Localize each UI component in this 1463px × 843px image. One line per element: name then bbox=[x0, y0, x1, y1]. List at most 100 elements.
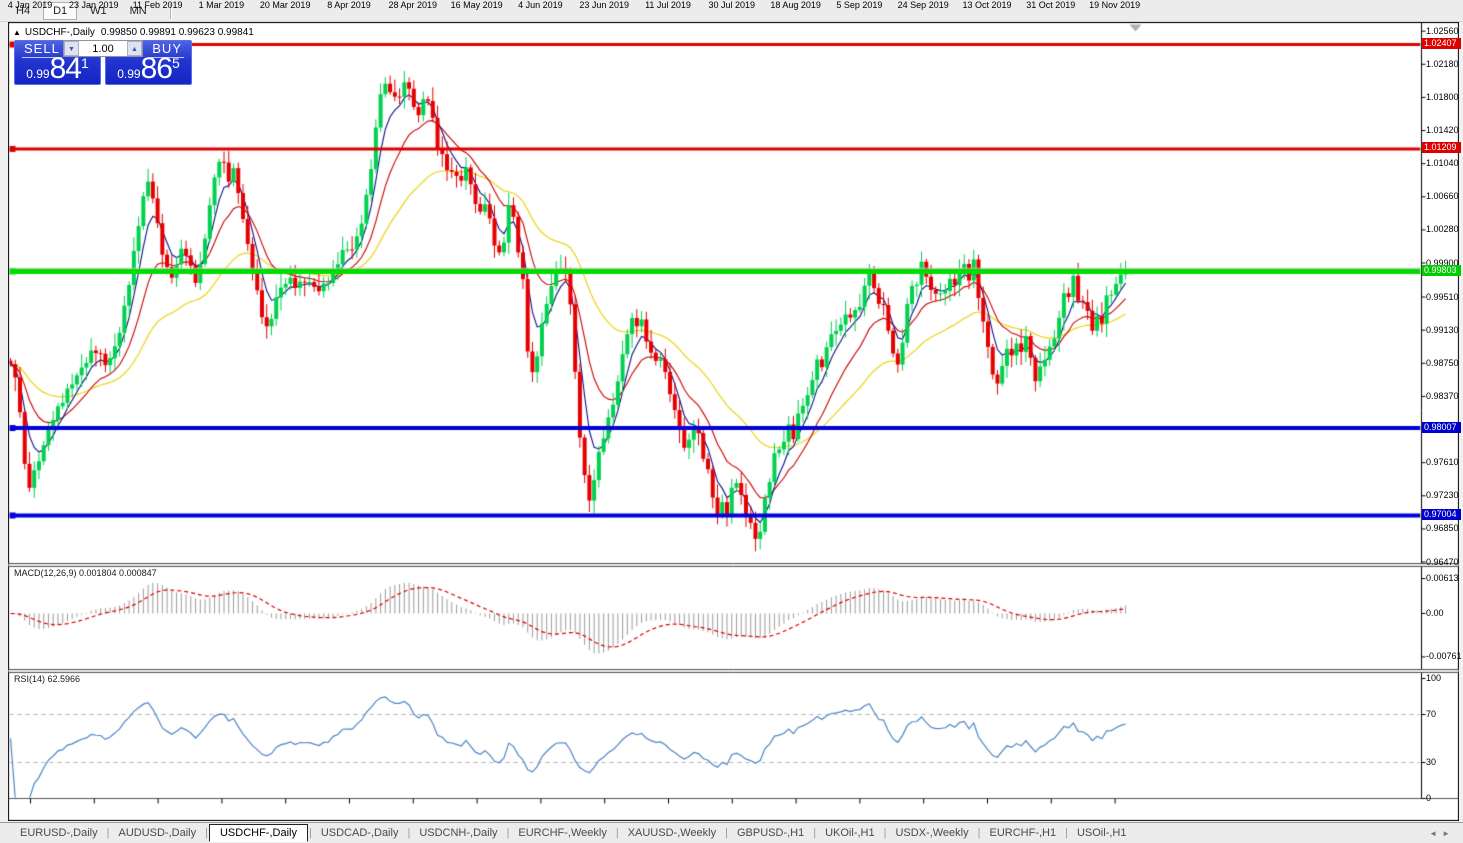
price-axis-tick: 0.96850 bbox=[1426, 523, 1459, 534]
buy-price-small: 0.99 bbox=[117, 67, 141, 81]
date-axis-label: 8 Apr 2019 bbox=[327, 0, 371, 10]
price-level-tag: 1.02407 bbox=[1422, 38, 1461, 49]
chart-tab-eurchf-weekly[interactable]: EURCHF-,Weekly bbox=[518, 827, 607, 839]
tab-separator: | bbox=[106, 827, 110, 839]
tab-separator: | bbox=[883, 827, 887, 839]
tab-separator: | bbox=[813, 827, 817, 839]
chart-tab-usdx-weekly[interactable]: USDX-,Weekly bbox=[895, 827, 969, 839]
timeframe-button-mn[interactable]: MN bbox=[129, 4, 147, 17]
price-level-tag: 0.99803 bbox=[1422, 265, 1461, 276]
date-axis-label: 24 Sep 2019 bbox=[897, 0, 949, 10]
macd-axis-tick: 0.00 bbox=[1426, 608, 1444, 618]
rsi-axis-tick: 70 bbox=[1426, 709, 1437, 719]
date-axis-label: 31 Oct 2019 bbox=[1026, 0, 1076, 10]
buy-price-pip: 5 bbox=[171, 55, 180, 71]
date-axis-label: 4 Jan 2019 bbox=[7, 0, 53, 10]
tab-separator: | bbox=[615, 827, 619, 839]
macd-axis-tick: -0.00761 bbox=[1426, 651, 1462, 662]
chart-tab-bar: EURUSD-,Daily | AUDUSD-,Daily | USDCHF-,Dail… bbox=[0, 822, 1463, 843]
sell-price: 0.99841 bbox=[15, 54, 100, 84]
tab-separator: | bbox=[725, 827, 728, 839]
date-axis-label: 20 Mar 2019 bbox=[259, 0, 311, 10]
price-axis-tick: 1.00280 bbox=[1426, 224, 1459, 235]
macd-axis-tick: 0.00613 bbox=[1426, 573, 1459, 584]
volume-decrease-button[interactable]: ▼ bbox=[64, 41, 79, 56]
price-axis-tick: 1.00660 bbox=[1426, 191, 1459, 202]
volume-increase-button[interactable]: ▲ bbox=[127, 41, 142, 56]
tab-separator: | bbox=[1065, 827, 1068, 839]
rsi-axis-tick: 100 bbox=[1426, 673, 1442, 683]
price-axis-tick: 0.97610 bbox=[1426, 457, 1459, 468]
buy-price: 0.99865 bbox=[106, 54, 191, 84]
sell-price-pip: 1 bbox=[80, 55, 89, 71]
macd-indicator-label: MACD(12,26,9) 0.001804 0.000847 bbox=[14, 568, 157, 578]
chart-tab-usoil-h1[interactable]: USOil-,H1 bbox=[1076, 827, 1127, 839]
timeframe-button-h4[interactable]: H4 bbox=[16, 4, 31, 17]
chart-tab-audusd-daily[interactable]: AUDUSD-,Daily bbox=[118, 827, 197, 839]
rsi-axis-tick: 0 bbox=[1426, 793, 1432, 803]
tab-scroll-arrows: ◄► bbox=[1429, 829, 1455, 838]
chart-ohlc-values: 0.99850 0.99891 0.99623 0.99841 bbox=[100, 27, 254, 38]
price-axis-tick: 1.01040 bbox=[1426, 158, 1459, 169]
date-axis-label: 16 May 2019 bbox=[450, 0, 503, 10]
date-axis-label: 11 Feb 2019 bbox=[132, 0, 183, 10]
rsi-axis-tick: 30 bbox=[1426, 757, 1437, 767]
price-axis-tick: 0.99510 bbox=[1426, 291, 1459, 302]
chart-tab-usdcad-daily[interactable]: USDCAD-,Daily bbox=[320, 827, 399, 839]
sell-button-label: SELL bbox=[22, 41, 62, 58]
chart-tab-usdcnh-daily[interactable]: USDCNH-,Daily bbox=[419, 827, 498, 839]
timeframe-toolbar: H4 D1 W1 MN bbox=[0, 0, 1463, 22]
date-axis-label: 19 Nov 2019 bbox=[1089, 0, 1141, 10]
price-axis-tick: 0.96470 bbox=[1426, 556, 1459, 567]
tab-scroll-right-button[interactable]: ► bbox=[1442, 828, 1455, 838]
price-axis-tick: 0.98750 bbox=[1426, 357, 1459, 368]
sell-button[interactable]: SELL 0.99841 bbox=[14, 40, 101, 85]
toolbar-divider bbox=[169, 2, 171, 19]
price-axis-tick: 0.99900 bbox=[1426, 257, 1459, 268]
chart-tab-eurchf-h1[interactable]: EURCHF-,H1 bbox=[989, 827, 1057, 839]
sell-price-big: 84 bbox=[49, 52, 82, 85]
price-axis-tick: 0.99130 bbox=[1426, 324, 1459, 335]
date-axis-label: 11 Jul 2019 bbox=[645, 0, 691, 10]
tab-separator: | bbox=[977, 827, 981, 839]
chart-title: ▲ USDCHF-,Daily 0.99850 0.99891 0.99623 0.… bbox=[13, 27, 254, 38]
timeframe-button-d1[interactable]: D1 bbox=[43, 1, 78, 20]
chart-tab-ukoil-h1[interactable]: UKOil-,H1 bbox=[825, 827, 875, 839]
price-level-tag: 1.01209 bbox=[1422, 142, 1461, 154]
date-axis-label: 13 Oct 2019 bbox=[962, 0, 1012, 10]
buy-button[interactable]: BUY 0.99865 bbox=[105, 40, 192, 85]
price-level-tag: 0.98007 bbox=[1422, 421, 1461, 433]
date-axis-label: 23 Jan 2019 bbox=[69, 0, 119, 10]
volume-spinner: ▼ ▲ bbox=[63, 40, 143, 57]
tab-separator: | bbox=[205, 827, 208, 839]
price-chart-canvas[interactable] bbox=[8, 22, 1459, 821]
tab-separator: | bbox=[308, 827, 312, 839]
date-axis-label: 30 Jul 2019 bbox=[708, 0, 756, 10]
tab-separator: | bbox=[407, 827, 411, 839]
date-axis-label: 5 Sep 2019 bbox=[836, 0, 883, 10]
tab-scroll-left-button[interactable]: ◄ bbox=[1429, 828, 1443, 838]
chart-tab-usdchf-daily[interactable]: USDCHF-,Daily bbox=[208, 824, 308, 842]
price-axis-tick: 0.97230 bbox=[1426, 490, 1459, 501]
chart-symbol-label: USDCHF-,Daily bbox=[24, 27, 95, 38]
buy-price-big: 86 bbox=[140, 52, 173, 85]
timeframe-button-w1[interactable]: W1 bbox=[90, 4, 107, 17]
date-axis-label: 18 Aug 2019 bbox=[770, 0, 821, 10]
volume-input[interactable] bbox=[79, 41, 127, 56]
one-click-trade-panel: SELL 0.99841 BUY 0.99865 ▼ ▲ bbox=[14, 40, 192, 85]
collapse-arrow-icon[interactable]: ▲ bbox=[13, 28, 21, 37]
date-axis-label: 23 Jun 2019 bbox=[579, 0, 629, 10]
price-axis-tick: 1.02180 bbox=[1426, 58, 1459, 69]
price-axis-tick: 0.98370 bbox=[1426, 390, 1459, 401]
chart-tab-eurusd-daily[interactable]: EURUSD-,Daily bbox=[20, 827, 98, 839]
date-axis-label: 1 Mar 2019 bbox=[198, 0, 245, 10]
rsi-indicator-label: RSI(14) 62.5966 bbox=[14, 674, 81, 684]
tab-separator: | bbox=[506, 827, 510, 839]
sell-price-small: 0.99 bbox=[26, 67, 50, 81]
price-axis-tick: 1.01800 bbox=[1426, 91, 1459, 102]
price-level-tag: 0.97004 bbox=[1422, 508, 1461, 520]
chart-tab-gbpusd-h1[interactable]: GBPUSD-,H1 bbox=[736, 827, 805, 839]
date-axis-label: 28 Apr 2019 bbox=[388, 0, 438, 10]
buy-button-label: BUY bbox=[150, 41, 184, 58]
chart-tab-xauusd-weekly[interactable]: XAUUSD-,Weekly bbox=[627, 827, 717, 839]
